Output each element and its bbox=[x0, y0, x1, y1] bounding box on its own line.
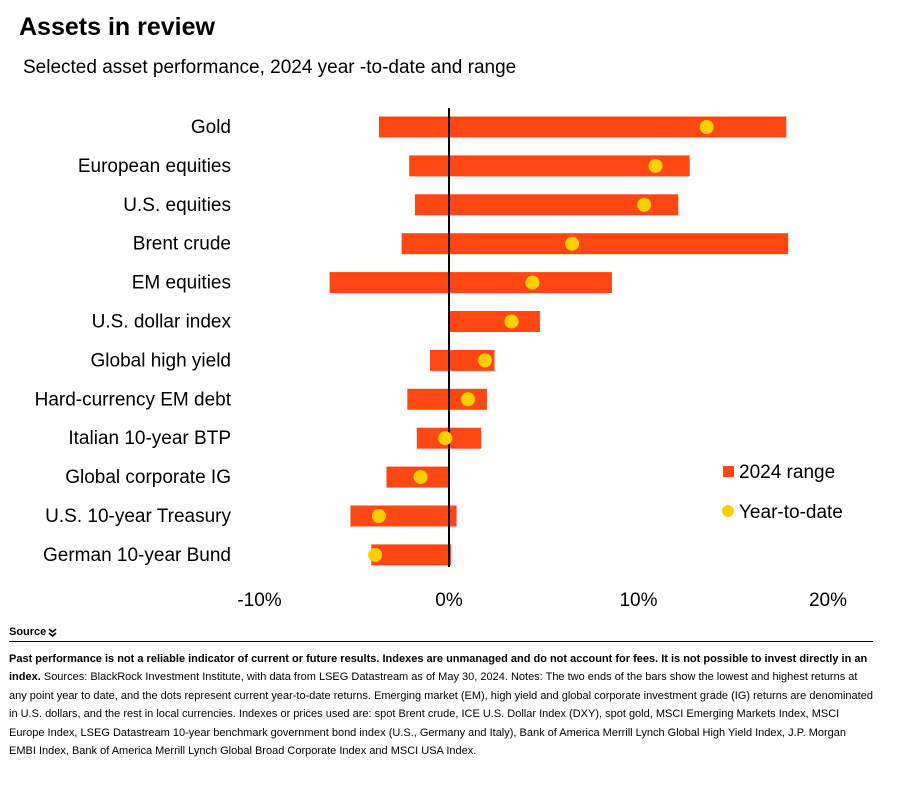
ytd-dot-em-equities bbox=[525, 275, 540, 290]
footnote-text: Sources: BlackRock Investment Institute,… bbox=[9, 671, 873, 758]
ytd-dot-german-10-year-bund bbox=[368, 547, 383, 562]
legend-range-swatch bbox=[723, 466, 734, 477]
ytd-dot-european-equities bbox=[648, 158, 663, 173]
range-chart: Gold European equities U.S. equities Brent … bbox=[35, 108, 847, 611]
range-bar-u-s-dollar-index bbox=[449, 311, 540, 332]
source-toggle-label: Source bbox=[9, 626, 47, 638]
category-label-u-s-dollar-index: U.S. dollar index bbox=[92, 312, 232, 333]
category-label-global-corporate-ig: Global corporate IG bbox=[65, 467, 231, 488]
range-bar-em-equities bbox=[329, 272, 612, 294]
category-label-gold: Gold bbox=[191, 117, 231, 138]
ytd-dot-gold bbox=[699, 120, 714, 134]
legend-range-label: 2024 range bbox=[739, 462, 835, 483]
ytd-dot-hard-currency-em-debt bbox=[460, 392, 475, 407]
category-label-hard-currency-em-debt: Hard-currency EM debt bbox=[35, 389, 232, 410]
category-label-italian-10-year-btp: Italian 10-year BTP bbox=[68, 428, 231, 449]
range-bar-brent-crude bbox=[401, 233, 789, 255]
category-label-german-10-year-bund: German 10-year Bund bbox=[43, 545, 231, 566]
chart-subtitle: Selected asset performance, 2024 year -t… bbox=[23, 57, 517, 78]
range-bar-hard-currency-em-debt bbox=[407, 388, 487, 410]
legend-ytd-label: Year-to-date bbox=[739, 502, 843, 523]
category-label-em-equities: EM equities bbox=[132, 273, 231, 294]
legend-ytd-swatch bbox=[722, 505, 734, 517]
ytd-dot-u-s-dollar-index bbox=[504, 314, 519, 329]
x-tick-label: 0% bbox=[435, 590, 463, 611]
x-tick-label: -10% bbox=[237, 590, 281, 611]
ytd-dot-global-corporate-ig bbox=[413, 470, 428, 485]
ytd-dot-brent-crude bbox=[565, 236, 580, 251]
category-label-european-equities: European equities bbox=[78, 156, 231, 177]
category-label-u-s-equities: U.S. equities bbox=[123, 195, 231, 216]
ytd-dot-u-s-equities bbox=[637, 197, 652, 212]
range-bar-u-s-10-year-treasury bbox=[350, 505, 457, 527]
ytd-dot-italian-10-year-btp bbox=[438, 431, 453, 446]
range-bar-german-10-year-bund bbox=[371, 544, 451, 566]
ytd-dot-u-s-10-year-treasury bbox=[371, 509, 386, 523]
category-label-global-high-yield: Global high yield bbox=[91, 350, 231, 371]
source-toggle[interactable]: Source bbox=[9, 626, 57, 638]
category-label-brent-crude: Brent crude bbox=[133, 234, 231, 255]
range-bar-gold bbox=[378, 116, 787, 138]
chart-title: Assets in review bbox=[19, 13, 215, 41]
x-tick-label: 20% bbox=[809, 590, 847, 611]
ytd-dot-global-high-yield bbox=[478, 353, 493, 368]
x-tick-label: 10% bbox=[619, 590, 657, 611]
source-footnote: Past performance is not a reliable indic… bbox=[9, 650, 875, 760]
category-label-u-s-10-year-treasury: U.S. 10-year Treasury bbox=[45, 506, 231, 527]
range-bar-european-equities bbox=[409, 155, 690, 177]
footnote-disclaimer: Past performance is not a reliable indic… bbox=[9, 653, 868, 684]
range-bar-global-high-yield bbox=[430, 349, 495, 371]
source-divider bbox=[9, 641, 873, 642]
range-bar-u-s-equities bbox=[414, 194, 679, 216]
chevron-double-down-icon bbox=[48, 627, 57, 637]
